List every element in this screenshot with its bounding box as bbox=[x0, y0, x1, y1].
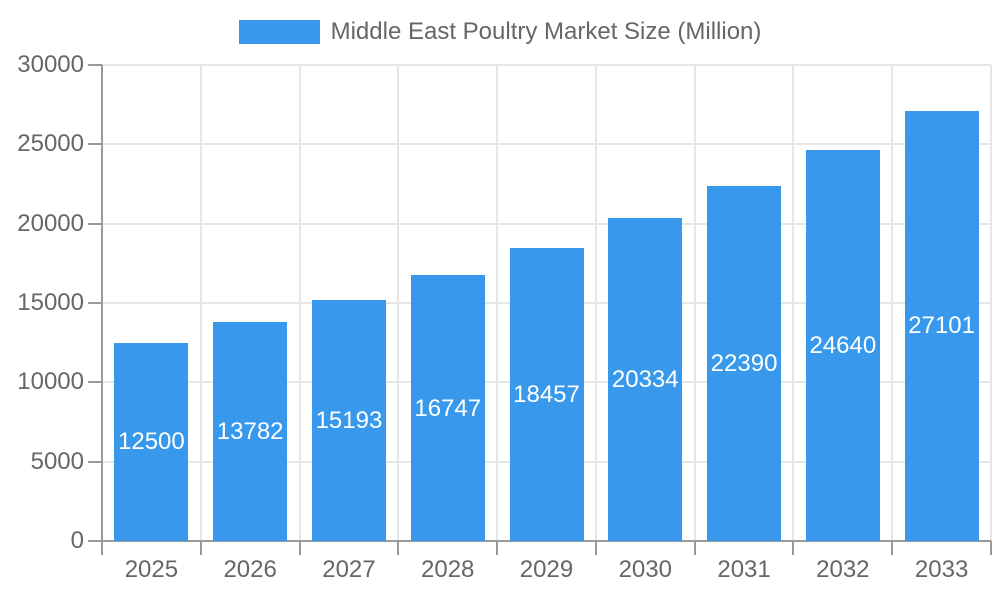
x-tick bbox=[990, 541, 992, 555]
x-tick-label: 2030 bbox=[618, 556, 672, 583]
x-tick-label: 2025 bbox=[124, 556, 179, 583]
x-tick bbox=[199, 541, 202, 555]
x-tick-label: 2032 bbox=[816, 556, 870, 583]
y-tick-label: 25000 bbox=[17, 130, 84, 158]
bar-value-label: 16747 bbox=[414, 394, 482, 422]
legend-swatch bbox=[238, 20, 320, 44]
gridline-h bbox=[102, 143, 991, 146]
y-tick bbox=[88, 381, 102, 384]
bar-value-label: 22390 bbox=[710, 349, 778, 377]
x-tick-label: 2031 bbox=[717, 556, 771, 583]
x-tick bbox=[298, 541, 301, 555]
x-tick-label: 2033 bbox=[914, 556, 969, 583]
legend-label: Middle East Poultry Market Size (Million… bbox=[330, 18, 762, 45]
y-tick-label: 30000 bbox=[17, 51, 84, 78]
y-tick-label: 15000 bbox=[17, 289, 84, 316]
x-tick bbox=[594, 541, 597, 555]
y-tick bbox=[88, 222, 102, 225]
x-tick bbox=[397, 541, 400, 555]
x-tick-label: 2026 bbox=[223, 556, 277, 583]
gridline-v bbox=[397, 65, 400, 541]
gridline-v bbox=[693, 65, 696, 541]
bar-value-label: 15193 bbox=[315, 406, 383, 434]
x-tick-label: 2028 bbox=[421, 556, 475, 583]
y-tick-label: 10000 bbox=[17, 368, 84, 396]
bar-2031[interactable] bbox=[707, 185, 782, 541]
gridline-v bbox=[990, 65, 992, 541]
bar-value-label: 13782 bbox=[216, 418, 284, 446]
x-axis-line bbox=[102, 540, 991, 542]
gridline-v bbox=[891, 65, 894, 541]
bar-2025[interactable] bbox=[114, 342, 189, 541]
x-tick-label: 2027 bbox=[322, 556, 376, 583]
x-tick bbox=[891, 541, 894, 555]
x-tick-label: 2029 bbox=[519, 556, 574, 583]
bar-2026[interactable] bbox=[213, 322, 288, 541]
y-tick-label: 20000 bbox=[17, 209, 84, 237]
bar-value-label: 12500 bbox=[118, 428, 185, 456]
y-tick-label: 0 bbox=[70, 527, 84, 554]
bar-value-label: 20334 bbox=[611, 366, 679, 394]
x-tick bbox=[496, 541, 499, 555]
bar-value-label: 27101 bbox=[908, 312, 975, 340]
bar-2032[interactable] bbox=[805, 150, 880, 541]
x-tick bbox=[792, 541, 795, 555]
y-tick-label: 5000 bbox=[30, 447, 84, 475]
gridline-v bbox=[594, 65, 597, 541]
legend[interactable]: Middle East Poultry Market Size (Million… bbox=[0, 19, 1000, 45]
bar-2027[interactable] bbox=[311, 299, 386, 541]
x-tick bbox=[693, 541, 696, 555]
y-axis-line bbox=[101, 65, 103, 541]
gridline-v bbox=[298, 65, 301, 541]
y-tick bbox=[88, 64, 102, 66]
gridline-h bbox=[102, 64, 991, 66]
gridline-v bbox=[496, 65, 499, 541]
bar-2030[interactable] bbox=[608, 218, 683, 541]
y-tick bbox=[88, 143, 102, 146]
x-tick bbox=[101, 541, 103, 555]
bar-2028[interactable] bbox=[410, 275, 485, 541]
gridline-h bbox=[102, 222, 991, 225]
bar-2029[interactable] bbox=[509, 248, 584, 541]
gridline-v bbox=[199, 65, 202, 541]
y-tick bbox=[88, 460, 102, 463]
bar-2033[interactable] bbox=[904, 110, 979, 541]
bar-value-label: 18457 bbox=[513, 381, 580, 409]
gridline-v bbox=[792, 65, 795, 541]
bar-value-label: 24640 bbox=[809, 332, 877, 360]
y-tick bbox=[88, 302, 102, 304]
y-tick bbox=[88, 540, 102, 542]
